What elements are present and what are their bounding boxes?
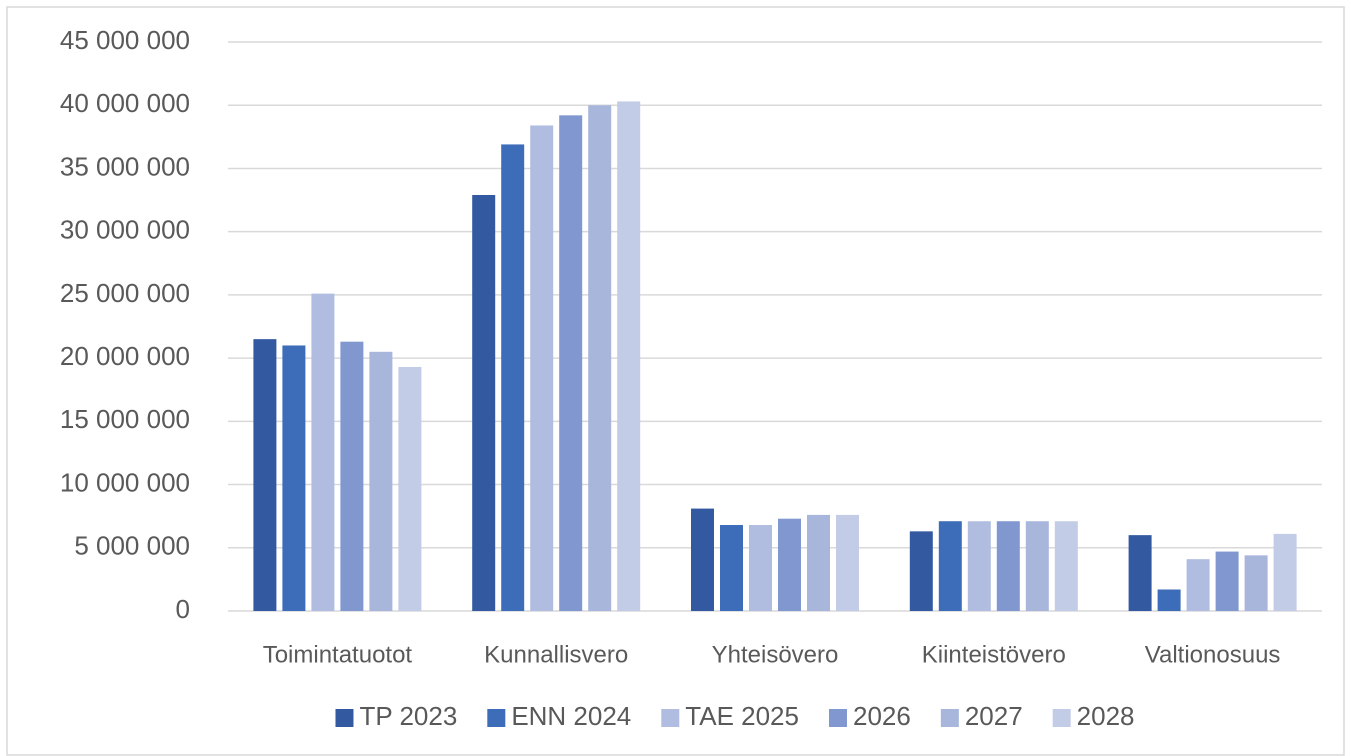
legend-label: 2028 [1077,701,1135,731]
bar [749,525,772,611]
legend-label: TP 2023 [359,701,457,731]
y-tick-label: 20 000 000 [60,341,190,371]
y-tick-label: 0 [176,594,190,624]
bar [996,521,1020,611]
bar [1273,533,1297,611]
bar [720,525,743,611]
bar [398,366,422,611]
x-tick-label: Kunnallisvero [484,641,628,668]
x-tick-label: Valtionosuus [1145,641,1281,668]
legend-swatch [661,709,680,727]
x-tick-label: Yhteisövero [712,641,839,668]
bar [369,351,393,611]
bar [967,521,991,611]
bar [311,293,335,611]
bar [1025,521,1049,611]
bar [1157,589,1181,611]
y-tick-label: 5 000 000 [74,531,190,561]
bar [340,341,364,611]
y-tick-label: 40 000 000 [60,88,190,118]
bar [530,125,554,611]
x-tick-label: Kiinteistövero [922,641,1066,668]
bar [938,521,962,611]
legend-swatch [940,709,959,727]
chart-border [6,6,1345,756]
bar [617,101,641,611]
bar [472,194,496,611]
y-tick-label: 25 000 000 [60,278,190,308]
y-tick-label: 45 000 000 [60,25,190,55]
legend-label: 2026 [853,701,911,731]
bar [282,345,306,611]
bar [807,514,830,611]
bar [588,105,612,611]
legend-label: ENN 2024 [511,701,631,731]
legend-swatch [487,709,506,727]
bar [1054,521,1078,611]
legend-swatch [1052,709,1071,727]
bar [1128,535,1152,611]
y-tick-label: 35 000 000 [60,151,190,181]
bar [559,115,583,612]
bar [1186,559,1210,611]
legend-swatch [335,709,354,727]
bar [253,339,277,611]
legend-swatch [828,709,847,727]
y-tick-label: 30 000 000 [60,215,190,245]
y-tick-label: 15 000 000 [60,404,190,434]
y-tick-label: 10 000 000 [60,467,190,497]
bar [501,144,525,612]
legend-label: 2027 [965,701,1023,731]
bar [1215,551,1239,611]
bar [836,514,859,611]
x-tick-label: Toimintatuotot [263,641,413,668]
bar [778,518,801,611]
bar [1244,555,1268,611]
bar [691,508,714,611]
bar [909,531,933,611]
legend-label: TAE 2025 [685,701,799,731]
